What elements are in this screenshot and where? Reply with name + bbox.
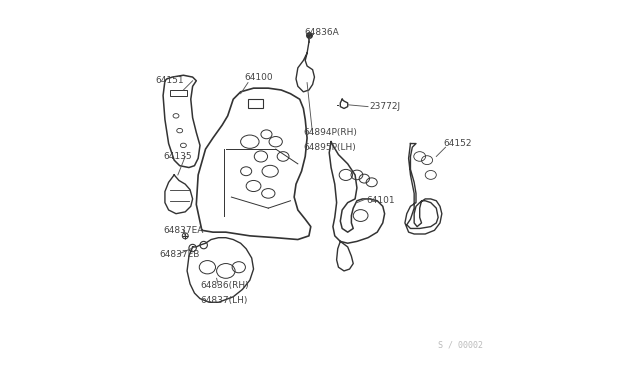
Text: 64837EA: 64837EA bbox=[163, 226, 204, 235]
Text: 64836(RH): 64836(RH) bbox=[200, 281, 248, 290]
Text: 64895P(LH): 64895P(LH) bbox=[303, 143, 356, 152]
Text: 64837EB: 64837EB bbox=[159, 250, 200, 259]
Text: 64101: 64101 bbox=[366, 196, 395, 205]
Text: 64836A: 64836A bbox=[305, 28, 339, 37]
Text: 64152: 64152 bbox=[444, 139, 472, 148]
Text: S / 00002: S / 00002 bbox=[438, 340, 483, 349]
Text: 64100: 64100 bbox=[244, 73, 273, 81]
Text: 64135: 64135 bbox=[163, 152, 192, 161]
Text: 64837(LH): 64837(LH) bbox=[200, 296, 248, 305]
Text: 64894P(RH): 64894P(RH) bbox=[303, 128, 357, 137]
Text: 23772J: 23772J bbox=[370, 102, 401, 111]
Text: 64151: 64151 bbox=[156, 76, 184, 85]
